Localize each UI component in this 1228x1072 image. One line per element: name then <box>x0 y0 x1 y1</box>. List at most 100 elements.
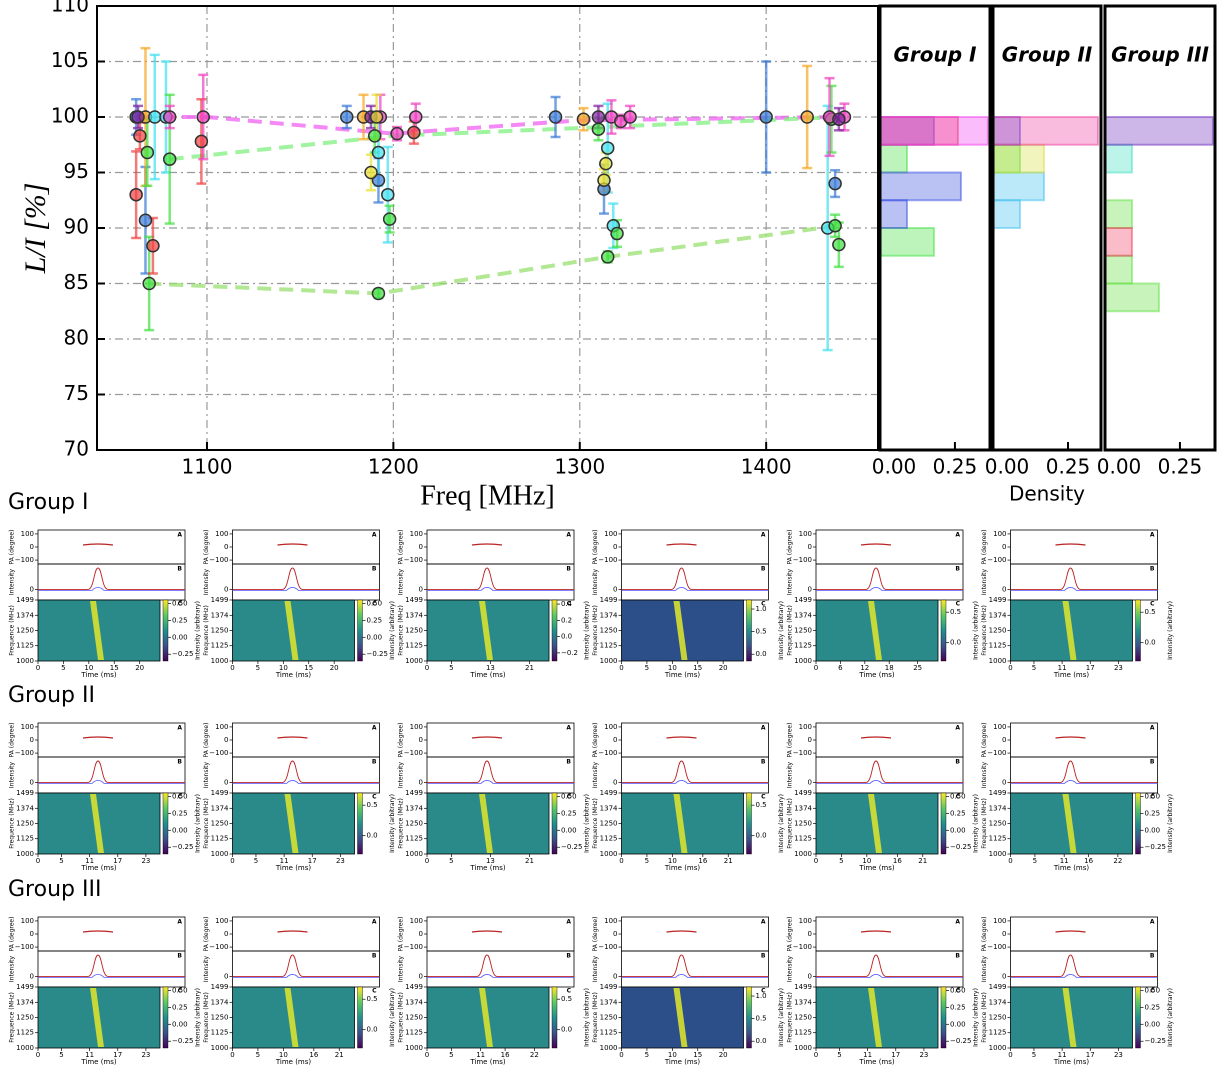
intensity-profile <box>38 567 185 590</box>
y-axis-label: Intensity <box>203 568 210 595</box>
panel-frame <box>878 4 992 452</box>
panel-letter: A <box>955 532 960 539</box>
data-point <box>133 129 147 143</box>
x-tick-label: 5 <box>837 1051 841 1059</box>
y-axis-label: Frequence (MHz) <box>787 992 794 1043</box>
y-tick-label: 100 <box>215 723 228 731</box>
burst-signal <box>479 988 493 1047</box>
y-axis-label: PA (degree) <box>787 723 794 758</box>
panel-letter: C <box>1150 601 1155 608</box>
data-point <box>591 110 606 124</box>
colorbar-tick-label: 0.25 <box>367 616 383 624</box>
linear-profile <box>232 780 380 784</box>
y-tick-label: 1000 <box>405 1044 423 1052</box>
colorbar-tick-label: 0.25 <box>172 1003 188 1011</box>
data-point <box>610 226 624 241</box>
x-tick-label: 23 <box>336 857 345 865</box>
data-point <box>800 110 814 124</box>
colorbar-tick-label: 0.00 <box>950 1020 966 1028</box>
y-tick-label: 1499 <box>405 983 423 991</box>
data-point <box>138 213 153 227</box>
pa-curve <box>471 930 503 933</box>
y-tick-label: 100 <box>604 723 617 731</box>
pa-frame <box>37 916 186 952</box>
x-axis-label: Time (ms) <box>1053 671 1090 679</box>
y-tick-label: 0 <box>1002 585 1006 593</box>
panel-letter: A <box>1150 919 1155 926</box>
colorbar-tick-label: 0.5 <box>756 1015 767 1023</box>
intensity-frame <box>426 563 575 601</box>
burst-signal <box>868 988 882 1047</box>
intensity-frame <box>1010 950 1158 988</box>
x-tick-label: 17 <box>1086 1051 1095 1059</box>
y-axis-label: Intensity <box>398 568 405 595</box>
data-point <box>340 110 354 124</box>
colorbar-tick-label: 0.4 <box>561 600 573 608</box>
x-tick-label: 17 <box>891 1051 900 1059</box>
panel-letter: B <box>372 566 377 573</box>
colorbar-label: Intensity (arbitrary) <box>195 601 202 660</box>
y-tick-label: 1250 <box>794 1013 812 1021</box>
panel-letter: C <box>761 794 766 801</box>
burst-signal <box>90 794 104 853</box>
x-tick-label: 5 <box>61 664 65 672</box>
colorbar-tick-label: 0.00 <box>172 826 188 834</box>
burst-signal <box>1062 794 1077 853</box>
y-tick-label: 100 <box>993 723 1006 731</box>
colorbar-label: Intensity (arbitrary) <box>389 988 396 1047</box>
y-tick-label: 0 <box>30 930 34 938</box>
histogram-bar <box>1104 254 1133 285</box>
colorbar-label: Intensity (arbitrary) <box>1167 601 1174 660</box>
linear-profile <box>38 780 185 784</box>
panel-letter: A <box>566 532 571 539</box>
x-tick-label: 1100 <box>182 455 233 479</box>
data-point <box>597 173 611 188</box>
colorbar <box>357 986 363 1049</box>
x-tick-label: 20 <box>719 664 728 672</box>
intensity-frame <box>37 950 186 988</box>
y-tick-label: 0 <box>419 972 423 980</box>
data-point <box>600 250 615 264</box>
histogram-bar <box>879 116 935 146</box>
x-tick-label: 17 <box>113 1051 122 1059</box>
panel-letter: B <box>1150 953 1155 960</box>
y-tick-label: 1000 <box>405 657 423 665</box>
x-tick-label: 11 <box>1058 664 1067 672</box>
y-axis-label: Intensity <box>592 761 599 788</box>
colorbar-tick-label: 0.50 <box>172 986 188 994</box>
y-tick-label: 1250 <box>211 626 229 634</box>
linear-profile <box>38 974 185 978</box>
colorbar-tick-label: −0.25 <box>950 1037 971 1045</box>
panel-letter: A <box>177 725 182 732</box>
colorbar-tick-label: 0.00 <box>561 826 577 834</box>
trend-line <box>138 115 841 136</box>
colorbar-tick-label: 0.5 <box>1145 608 1156 616</box>
panel-letter: C <box>761 601 766 608</box>
y-tick-label: 100 <box>21 917 34 925</box>
panel-letter: B <box>761 566 766 573</box>
x-tick-label: 0 <box>814 664 818 672</box>
y-tick-label: 1374 <box>405 804 423 812</box>
intensity-frame <box>815 950 964 988</box>
colorbar <box>357 792 363 855</box>
pa-frame <box>621 529 769 565</box>
colorbar-tick-label: 0.25 <box>1145 1003 1161 1011</box>
x-tick-label: 0 <box>36 1051 40 1059</box>
pa-curve <box>82 543 114 546</box>
pa-frame <box>621 722 769 758</box>
y-tick-label: 1499 <box>16 596 34 604</box>
pa-frame <box>426 722 575 758</box>
burst-signal <box>1062 988 1077 1047</box>
linear-profile <box>427 780 574 784</box>
y-tick-label: 1125 <box>16 642 34 650</box>
colorbar-tick-label: 0.25 <box>172 809 188 817</box>
data-point <box>408 110 423 124</box>
x-axis-label: Time (ms) <box>1053 1058 1090 1066</box>
data-point <box>148 110 162 124</box>
data-point <box>364 165 378 180</box>
y-tick-label: 0 <box>1002 543 1006 551</box>
x-axis-label: Freq [MHz] <box>420 480 555 511</box>
x-tick-label: 25 <box>913 664 922 672</box>
y-tick-label: 1250 <box>794 626 812 634</box>
panel-letter: C <box>1150 794 1155 801</box>
